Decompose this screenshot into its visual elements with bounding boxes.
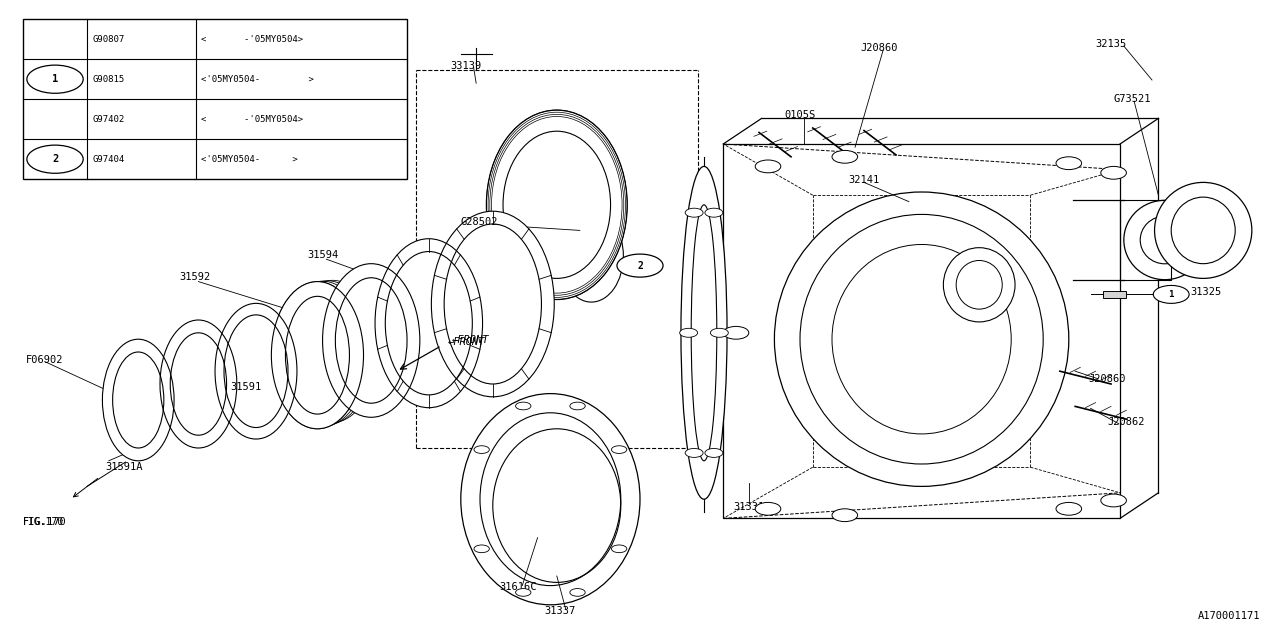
Text: G90815: G90815 xyxy=(92,75,124,84)
Text: 2: 2 xyxy=(52,154,58,164)
Text: 0105S: 0105S xyxy=(785,110,815,120)
Text: 31331: 31331 xyxy=(733,502,764,512)
Circle shape xyxy=(27,145,83,173)
Circle shape xyxy=(832,509,858,522)
Circle shape xyxy=(570,589,585,596)
Circle shape xyxy=(710,328,728,337)
Ellipse shape xyxy=(774,192,1069,486)
Text: 1: 1 xyxy=(1169,290,1174,299)
Text: G97404: G97404 xyxy=(92,155,124,164)
Circle shape xyxy=(570,402,585,410)
Text: G28502: G28502 xyxy=(461,217,498,227)
Circle shape xyxy=(612,545,627,552)
Ellipse shape xyxy=(486,110,627,300)
Ellipse shape xyxy=(323,264,420,417)
Text: 2: 2 xyxy=(637,260,643,271)
Circle shape xyxy=(832,150,858,163)
Text: FIG.170: FIG.170 xyxy=(23,516,64,527)
Circle shape xyxy=(705,449,723,458)
Text: 31325: 31325 xyxy=(1190,287,1221,298)
Circle shape xyxy=(612,445,627,453)
Circle shape xyxy=(617,254,663,277)
Text: <       -'05MY0504>: < -'05MY0504> xyxy=(201,115,303,124)
Text: ←FRONT: ←FRONT xyxy=(448,337,485,348)
Ellipse shape xyxy=(271,282,364,429)
Text: <'05MY0504-         >: <'05MY0504- > xyxy=(201,75,314,84)
Circle shape xyxy=(685,208,703,217)
Text: J20860: J20860 xyxy=(1088,374,1125,384)
Circle shape xyxy=(680,328,698,337)
Ellipse shape xyxy=(102,339,174,461)
Circle shape xyxy=(474,445,489,453)
Ellipse shape xyxy=(943,248,1015,322)
Circle shape xyxy=(27,65,83,93)
Circle shape xyxy=(1056,157,1082,170)
Text: 31337: 31337 xyxy=(544,606,575,616)
Text: FIG.170: FIG.170 xyxy=(23,516,67,527)
Text: F06902: F06902 xyxy=(26,355,63,365)
Text: 31591: 31591 xyxy=(230,382,261,392)
Ellipse shape xyxy=(160,320,237,448)
Text: J20860: J20860 xyxy=(860,43,897,53)
Ellipse shape xyxy=(461,394,640,605)
Circle shape xyxy=(755,160,781,173)
Ellipse shape xyxy=(431,211,554,397)
Text: 32141: 32141 xyxy=(849,175,879,186)
Circle shape xyxy=(685,449,703,458)
Text: ←FRONT: ←FRONT xyxy=(452,335,489,346)
Circle shape xyxy=(516,589,531,596)
Circle shape xyxy=(516,402,531,410)
Text: 31592: 31592 xyxy=(179,272,210,282)
Ellipse shape xyxy=(681,166,727,499)
Ellipse shape xyxy=(375,239,483,408)
Bar xyxy=(1120,200,1171,280)
Circle shape xyxy=(1153,285,1189,303)
Bar xyxy=(723,144,1120,518)
Ellipse shape xyxy=(559,210,623,302)
Text: <       -'05MY0504>: < -'05MY0504> xyxy=(201,35,303,44)
Text: J20862: J20862 xyxy=(1107,417,1144,428)
Text: G97402: G97402 xyxy=(92,115,124,124)
Text: G90807: G90807 xyxy=(92,35,124,44)
Text: G73521: G73521 xyxy=(1114,94,1151,104)
Text: <'05MY0504-      >: <'05MY0504- > xyxy=(201,155,298,164)
Circle shape xyxy=(1101,494,1126,507)
Text: 32135: 32135 xyxy=(1096,38,1126,49)
Circle shape xyxy=(1101,166,1126,179)
Text: 33139: 33139 xyxy=(451,61,481,71)
Text: 31616C: 31616C xyxy=(499,582,536,592)
Text: 31594: 31594 xyxy=(307,250,338,260)
Bar xyxy=(1103,291,1126,298)
Ellipse shape xyxy=(215,303,297,439)
Text: 31591A: 31591A xyxy=(105,462,142,472)
Circle shape xyxy=(1056,502,1082,515)
Circle shape xyxy=(474,545,489,552)
Bar xyxy=(23,19,407,179)
Text: A170001171: A170001171 xyxy=(1198,611,1261,621)
Circle shape xyxy=(705,208,723,217)
Ellipse shape xyxy=(1155,182,1252,278)
Circle shape xyxy=(723,326,749,339)
Ellipse shape xyxy=(1124,200,1206,280)
Text: 1: 1 xyxy=(52,74,58,84)
Circle shape xyxy=(755,502,781,515)
